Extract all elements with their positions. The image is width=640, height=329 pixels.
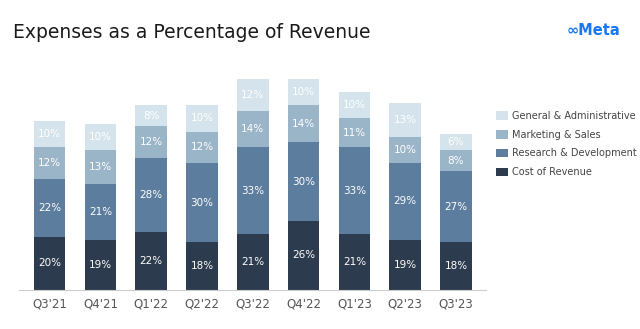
- Text: Expenses as a Percentage of Revenue: Expenses as a Percentage of Revenue: [13, 23, 371, 42]
- Bar: [440, 242, 472, 290]
- Text: ∞Meta: ∞Meta: [567, 23, 621, 38]
- Bar: [339, 92, 370, 118]
- Text: 30%: 30%: [292, 177, 315, 187]
- Bar: [339, 147, 370, 234]
- Text: 12%: 12%: [140, 137, 163, 147]
- Text: 21%: 21%: [241, 257, 264, 267]
- Bar: [440, 134, 472, 150]
- Bar: [237, 147, 269, 234]
- Text: 12%: 12%: [191, 142, 214, 152]
- Bar: [34, 147, 65, 179]
- Bar: [288, 79, 319, 105]
- Text: 21%: 21%: [343, 257, 366, 267]
- Text: 10%: 10%: [394, 145, 417, 155]
- Text: 10%: 10%: [292, 87, 315, 97]
- Bar: [339, 118, 370, 147]
- Bar: [34, 237, 65, 290]
- Text: 10%: 10%: [38, 129, 61, 139]
- Bar: [237, 111, 269, 147]
- Bar: [288, 142, 319, 221]
- Text: 28%: 28%: [140, 190, 163, 200]
- Text: 6%: 6%: [448, 137, 464, 147]
- Text: 12%: 12%: [38, 158, 61, 168]
- Text: 18%: 18%: [444, 261, 467, 271]
- Bar: [288, 221, 319, 290]
- Text: 29%: 29%: [394, 196, 417, 206]
- Bar: [34, 179, 65, 237]
- Bar: [237, 234, 269, 290]
- Text: 11%: 11%: [343, 128, 366, 138]
- Bar: [389, 103, 421, 137]
- Text: 20%: 20%: [38, 258, 61, 268]
- Text: 19%: 19%: [89, 260, 112, 269]
- Text: 10%: 10%: [191, 114, 214, 123]
- Text: 26%: 26%: [292, 250, 315, 260]
- Bar: [440, 171, 472, 242]
- Bar: [84, 184, 116, 240]
- Bar: [84, 150, 116, 184]
- Bar: [186, 105, 218, 132]
- Text: 33%: 33%: [343, 186, 366, 196]
- Text: 27%: 27%: [444, 202, 467, 212]
- Bar: [186, 132, 218, 163]
- Text: 33%: 33%: [241, 186, 264, 196]
- Text: 13%: 13%: [89, 162, 112, 172]
- Bar: [186, 163, 218, 242]
- Text: 8%: 8%: [448, 156, 464, 165]
- Text: 14%: 14%: [241, 124, 264, 134]
- Text: 13%: 13%: [394, 115, 417, 125]
- Text: 10%: 10%: [343, 100, 366, 110]
- Text: 14%: 14%: [292, 119, 315, 129]
- Bar: [84, 124, 116, 150]
- Bar: [288, 105, 319, 142]
- Text: 8%: 8%: [143, 111, 159, 121]
- Bar: [237, 79, 269, 111]
- Text: 30%: 30%: [191, 198, 214, 208]
- Bar: [34, 121, 65, 147]
- Text: 22%: 22%: [140, 256, 163, 266]
- Bar: [136, 126, 167, 158]
- Bar: [389, 137, 421, 163]
- Text: 19%: 19%: [394, 260, 417, 269]
- Text: 21%: 21%: [89, 207, 112, 217]
- Bar: [136, 232, 167, 290]
- Bar: [136, 158, 167, 232]
- Bar: [440, 150, 472, 171]
- Legend: General & Administrative, Marketing & Sales, Research & Development, Cost of Rev: General & Administrative, Marketing & Sa…: [496, 111, 637, 177]
- Text: 22%: 22%: [38, 203, 61, 213]
- Bar: [389, 240, 421, 290]
- Bar: [186, 242, 218, 290]
- Bar: [136, 105, 167, 126]
- Text: 18%: 18%: [191, 261, 214, 271]
- Text: 10%: 10%: [89, 132, 112, 142]
- Bar: [389, 163, 421, 240]
- Text: 12%: 12%: [241, 90, 264, 100]
- Bar: [84, 240, 116, 290]
- Bar: [339, 234, 370, 290]
